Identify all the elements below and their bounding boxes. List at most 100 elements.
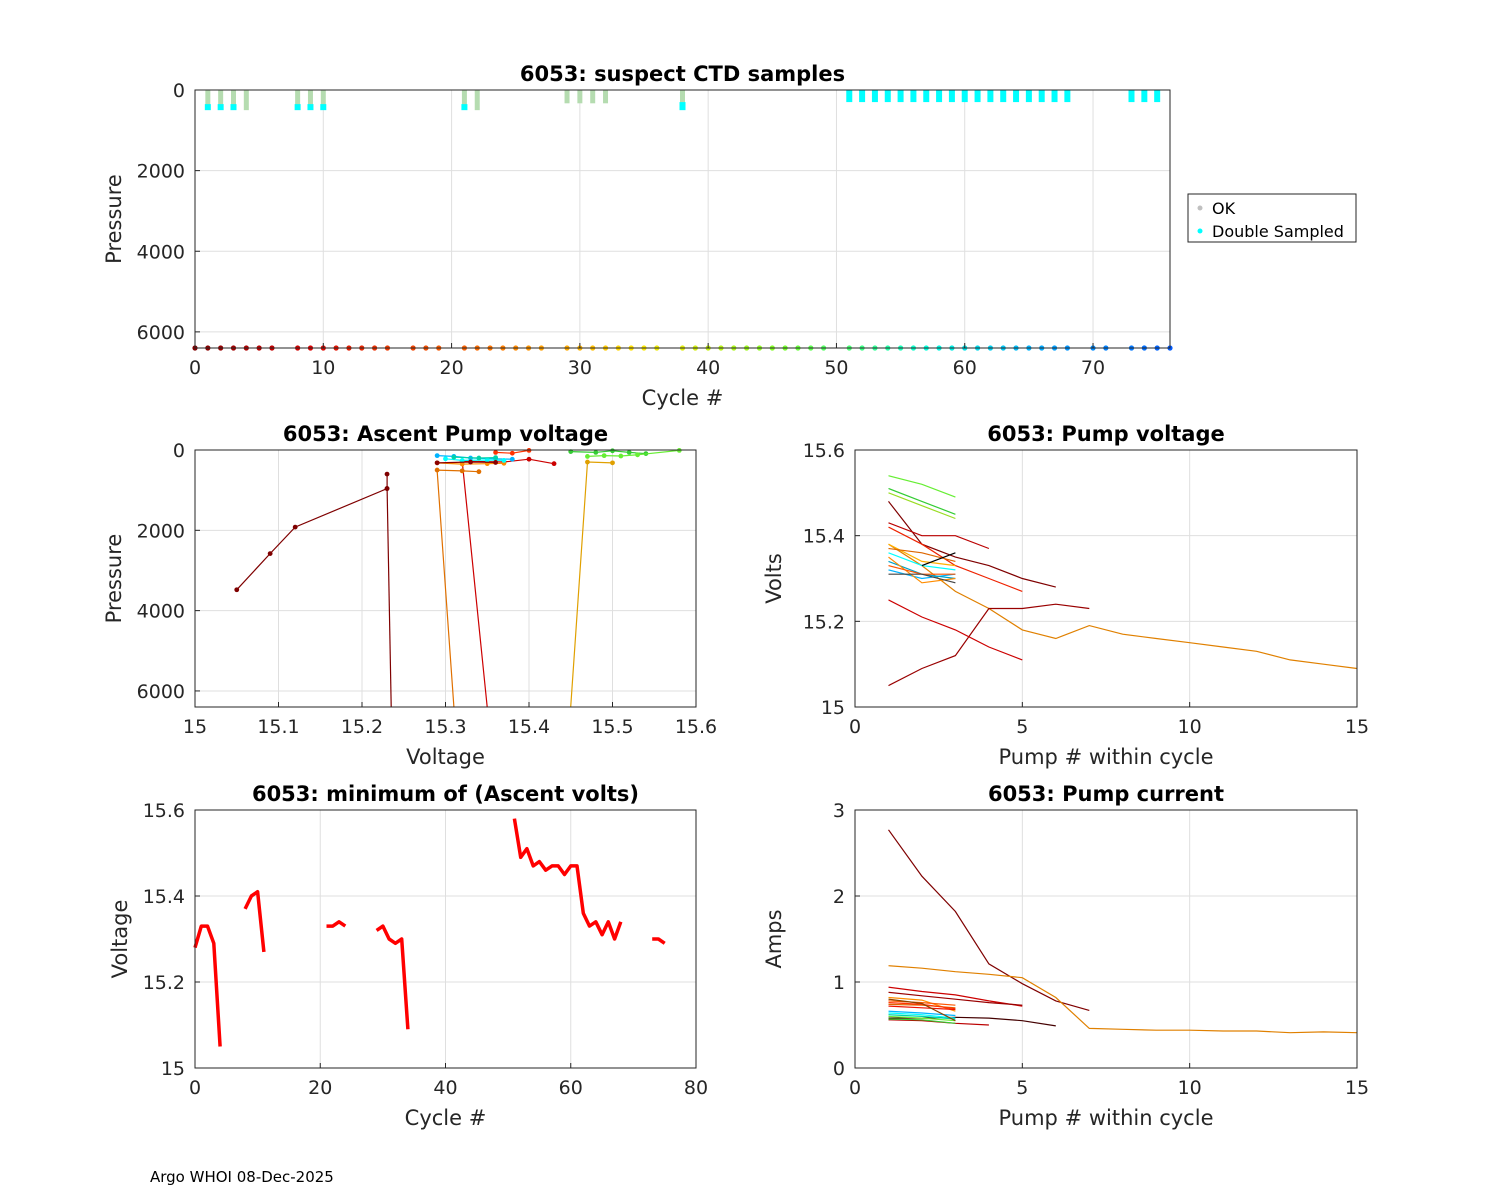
series-line [888, 603, 1090, 687]
y-tick-label: 6000 [137, 681, 185, 703]
series-point [493, 460, 498, 465]
legend-box [1187, 193, 1357, 243]
series-line [888, 547, 956, 562]
x-tick-label: 60 [953, 357, 977, 379]
series-point [384, 471, 390, 477]
axes-frame [854, 809, 1358, 1069]
y-tick-label: 15 [161, 1058, 185, 1080]
chart-title: 6053: minimum of (Ascent volts) [252, 782, 639, 806]
series-point [509, 456, 515, 462]
series-line [386, 488, 392, 708]
series-line [888, 986, 1023, 1007]
series-point [434, 467, 440, 473]
x-tick-label: 20 [308, 1077, 332, 1099]
series-point [476, 469, 482, 475]
min-voltage-line [652, 937, 666, 945]
series-point [501, 458, 507, 463]
y-tick-label: 15.6 [803, 440, 845, 462]
series-line [888, 1018, 956, 1024]
series-point [610, 448, 615, 454]
y-tick-label: 15.4 [143, 886, 185, 908]
series-point [493, 455, 498, 461]
y-axis-label: Voltage [108, 900, 132, 979]
y-tick-label: 6000 [137, 322, 185, 344]
legend-double-marker [1197, 228, 1203, 234]
y-tick-label: 4000 [137, 241, 185, 263]
y-tick-label: 15.4 [803, 526, 845, 548]
axes-frame [854, 449, 1358, 708]
series-line [888, 569, 956, 580]
series-point [585, 459, 590, 465]
footer-text: Argo WHOI 08-Dec-2025 [150, 1168, 334, 1186]
x-tick-label: 70 [1081, 357, 1105, 379]
x-tick-label: 0 [849, 1077, 861, 1099]
chart-title: 6053: Pump voltage [987, 422, 1225, 446]
pump-voltage-chart: 0 5 10 15 15 15.2 15.4 15.6 6053: Pump voltage Pu… [762, 422, 1369, 769]
y-tick-label: 3 [833, 800, 845, 822]
series-line [888, 1015, 956, 1022]
ascent-pump-voltage-chart: 15 15.1 15.2 15.3 15.4 15.5 15.6 0 2000 4000 6000 6… [102, 422, 717, 769]
y-tick-label: 0 [833, 1058, 845, 1080]
series-line [888, 543, 1358, 670]
series-point [610, 460, 615, 466]
y-tick-label: 4000 [137, 601, 185, 623]
x-tick-label: 15.2 [341, 716, 383, 738]
chart-title: 6053: Ascent Pump voltage [283, 422, 608, 446]
min-voltage-line [193, 924, 222, 1047]
series-line [888, 965, 1358, 1034]
y-tick-label: 2000 [137, 161, 185, 183]
axes-frame [194, 89, 1171, 349]
legend-double-label: Double Sampled [1212, 222, 1344, 241]
x-tick-label: 15 [1345, 1077, 1369, 1099]
y-axis-label: Pressure [102, 174, 126, 264]
y-axis-label: Pressure [102, 534, 126, 624]
x-tick-label: 20 [439, 357, 463, 379]
x-tick-label: 0 [189, 1077, 201, 1099]
series-line [888, 1012, 956, 1019]
x-tick-label: 80 [684, 1077, 708, 1099]
series-point [635, 452, 640, 458]
series-point [585, 454, 590, 459]
y-tick-label: 0 [173, 80, 185, 102]
minimum-ascent-volts-chart: 0 20 40 60 80 15 15.2 15.4 15.6 6053: minimum of … [108, 782, 708, 1130]
min-voltage-line [375, 924, 410, 1030]
x-tick-label: 10 [1178, 716, 1202, 738]
series-point [434, 460, 440, 466]
series-point [551, 461, 557, 467]
series-point [443, 456, 448, 462]
series-point [484, 457, 490, 463]
y-tick-label: 2000 [137, 520, 185, 542]
series-point [593, 450, 599, 455]
min-voltage-line [243, 889, 266, 953]
chart-title: 6053: suspect CTD samples [520, 62, 845, 86]
series-point [459, 468, 465, 474]
x-tick-label: 10 [311, 357, 335, 379]
series-line [888, 573, 956, 584]
x-axis-label: Pump # within cycle [999, 1106, 1214, 1130]
x-axis-label: Voltage [406, 745, 485, 769]
series-line [888, 998, 956, 1022]
series-point [292, 524, 298, 530]
pump-current-chart: 0 5 10 15 0 1 2 3 6053: Pump current Pump # withi… [762, 782, 1369, 1130]
y-axis-label: Amps [762, 909, 786, 968]
series-point [384, 486, 390, 491]
y-tick-label: 15.2 [803, 611, 845, 633]
series-point [434, 453, 440, 459]
series-point [618, 453, 624, 459]
series-line [888, 492, 956, 520]
x-tick-label: 0 [189, 357, 201, 379]
series-line [888, 501, 1056, 588]
series-line [888, 475, 956, 498]
series-point [451, 454, 457, 460]
x-tick-label: 15.6 [675, 716, 717, 738]
x-axis-label: Cycle # [642, 386, 724, 410]
series-line [888, 1014, 956, 1020]
series-point [509, 450, 515, 456]
y-tick-label: 15.2 [143, 972, 185, 994]
x-tick-label: 15.4 [508, 716, 550, 738]
series-point [493, 450, 498, 455]
min-voltage-line [512, 818, 623, 941]
series-line [888, 522, 990, 550]
x-tick-label: 5 [1016, 1077, 1028, 1099]
x-tick-label: 15 [183, 716, 207, 738]
